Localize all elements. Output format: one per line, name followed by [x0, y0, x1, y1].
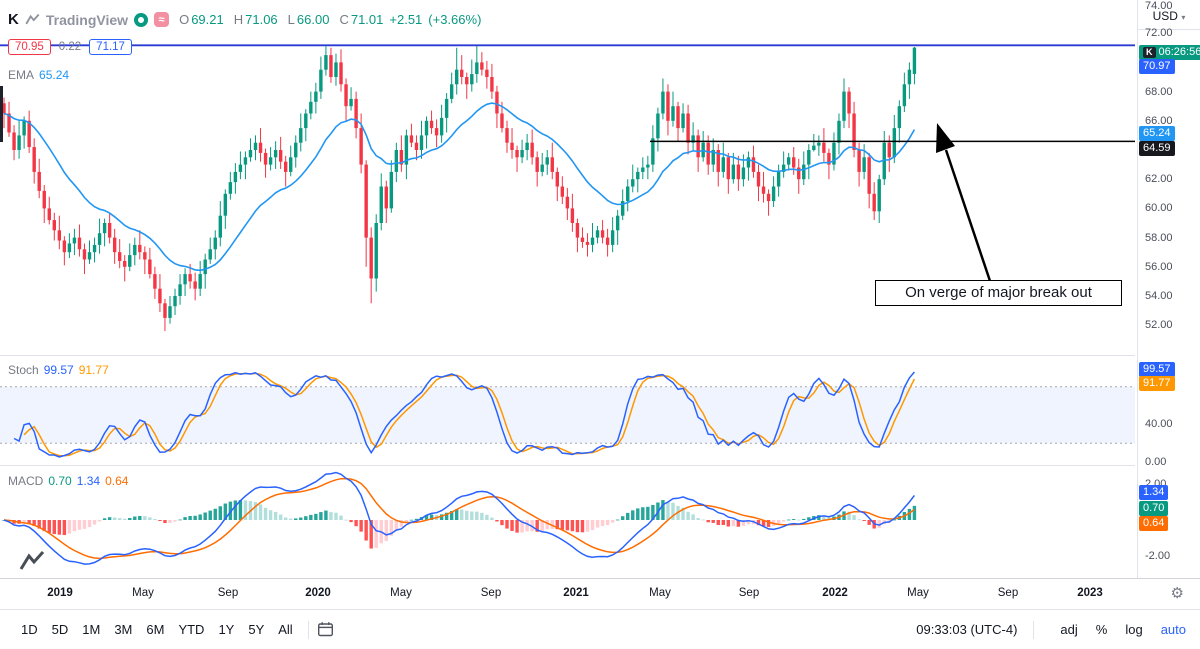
range-buttons: 1D 5D 1M 3M 6M YTD 1Y 5Y All: [14, 619, 300, 640]
year-label-2019: 2019: [47, 587, 73, 599]
price-tick: 74.00: [1145, 0, 1173, 12]
range-buttons-group: 1D 5D 1M 3M 6M YTD 1Y 5Y All: [14, 619, 334, 640]
chart-row: K TradingView ≈ O 69.21 H 71.06 L 66.00 …: [0, 0, 1200, 578]
price-tick: 54.00: [1145, 290, 1173, 302]
range-button-5Y[interactable]: 5Y: [248, 622, 265, 637]
macd-tick: -2.00: [1145, 550, 1171, 562]
price-tick: 56.00: [1145, 260, 1173, 273]
chevron-down-icon: ▾: [1181, 13, 1186, 22]
month-label-May: May: [132, 587, 154, 599]
month-label-May: May: [390, 587, 412, 599]
year-label-2021: 2021: [563, 587, 589, 599]
stoch-tick: 0.00: [1145, 456, 1167, 468]
tradingview-watermark-icon: [19, 550, 45, 570]
macd-hist-badge: 0.70: [1139, 501, 1169, 516]
toolbar-right-group: 09:33:03 (UTC-4) adj % log auto: [898, 620, 1186, 639]
range-button-1D[interactable]: 1D: [21, 622, 38, 637]
month-label-Sep: Sep: [217, 587, 239, 599]
currency-dropdown[interactable]: USD ▾: [1138, 9, 1200, 23]
price-tick: 62.00: [1145, 173, 1173, 186]
price-tick: 68.00: [1145, 85, 1173, 98]
year-label-2022: 2022: [822, 587, 848, 599]
adj-toggle[interactable]: adj: [1060, 622, 1078, 637]
chart-canvas[interactable]: [0, 0, 1135, 578]
price-scale[interactable]: USD ▾ 74.0072.0070.0068.0066.0064.0062.0…: [1137, 0, 1200, 578]
month-label-Sep: Sep: [738, 587, 760, 599]
calendar-icon: [317, 622, 333, 637]
axis-divider: [1138, 29, 1200, 30]
month-label-May: May: [907, 587, 929, 599]
range-button-YTD[interactable]: YTD: [178, 622, 205, 637]
month-label-Sep: Sep: [997, 587, 1019, 599]
bottom-toolbar: 1D 5D 1M 3M 6M YTD 1Y 5Y All 09:33:03 (UTC-4) ad…: [0, 609, 1200, 649]
auto-scale-toggle[interactable]: auto: [1160, 622, 1186, 637]
toolbar-divider: [1033, 620, 1035, 639]
month-label-May: May: [649, 587, 671, 599]
range-button-3M[interactable]: 3M: [114, 622, 133, 637]
macd-signal-badge: 0.64: [1139, 516, 1169, 531]
price-tick: 60.00: [1145, 202, 1173, 215]
symbol-chip: K: [1143, 47, 1156, 58]
time-scale[interactable]: ⚙ 2019 May Sep 2020 May Sep 2021 May Sep 2022 May S…: [0, 578, 1200, 609]
price-tick: 66.00: [1145, 114, 1173, 127]
stoch-tick: 40.00: [1145, 418, 1173, 431]
toolbar-divider: [307, 620, 309, 639]
price-tick: 72.00: [1145, 27, 1173, 40]
breakout-annotation-textbox[interactable]: On verge of major break out: [875, 280, 1122, 306]
bar-countdown-badge: K 06:26:56: [1139, 45, 1200, 60]
currency-label: USD: [1152, 9, 1178, 23]
month-label-Sep: Sep: [480, 587, 502, 599]
year-label-2020: 2020: [305, 587, 331, 599]
go-to-date-button[interactable]: [317, 621, 334, 638]
year-label-2023: 2023: [1077, 587, 1103, 599]
range-button-1M[interactable]: 1M: [82, 622, 101, 637]
ema-price-badge: 65.24: [1139, 126, 1175, 141]
chart-pane-area: K TradingView ≈ O 69.21 H 71.06 L 66.00 …: [0, 0, 1135, 578]
price-tick: 58.00: [1145, 231, 1173, 244]
macd-line-badge: 1.34: [1139, 485, 1169, 500]
price-tick: 52.00: [1145, 319, 1173, 332]
stoch-k-badge: 99.57: [1139, 362, 1175, 377]
stoch-d-badge: 91.77: [1139, 376, 1175, 391]
gear-icon[interactable]: ⚙: [1170, 584, 1184, 602]
support-line-badge: 64.59: [1139, 141, 1175, 156]
range-button-5D[interactable]: 5D: [51, 622, 69, 637]
countdown-value: 06:26:56: [1158, 46, 1200, 58]
percent-scale-toggle[interactable]: %: [1095, 622, 1108, 637]
range-button-1Y[interactable]: 1Y: [218, 622, 235, 637]
range-button-6M[interactable]: 6M: [146, 622, 165, 637]
clock-display[interactable]: 09:33:03 (UTC-4): [916, 622, 1018, 637]
log-scale-toggle[interactable]: log: [1125, 622, 1143, 637]
last-price-badge: 70.97: [1139, 59, 1175, 74]
range-button-All[interactable]: All: [278, 622, 293, 637]
